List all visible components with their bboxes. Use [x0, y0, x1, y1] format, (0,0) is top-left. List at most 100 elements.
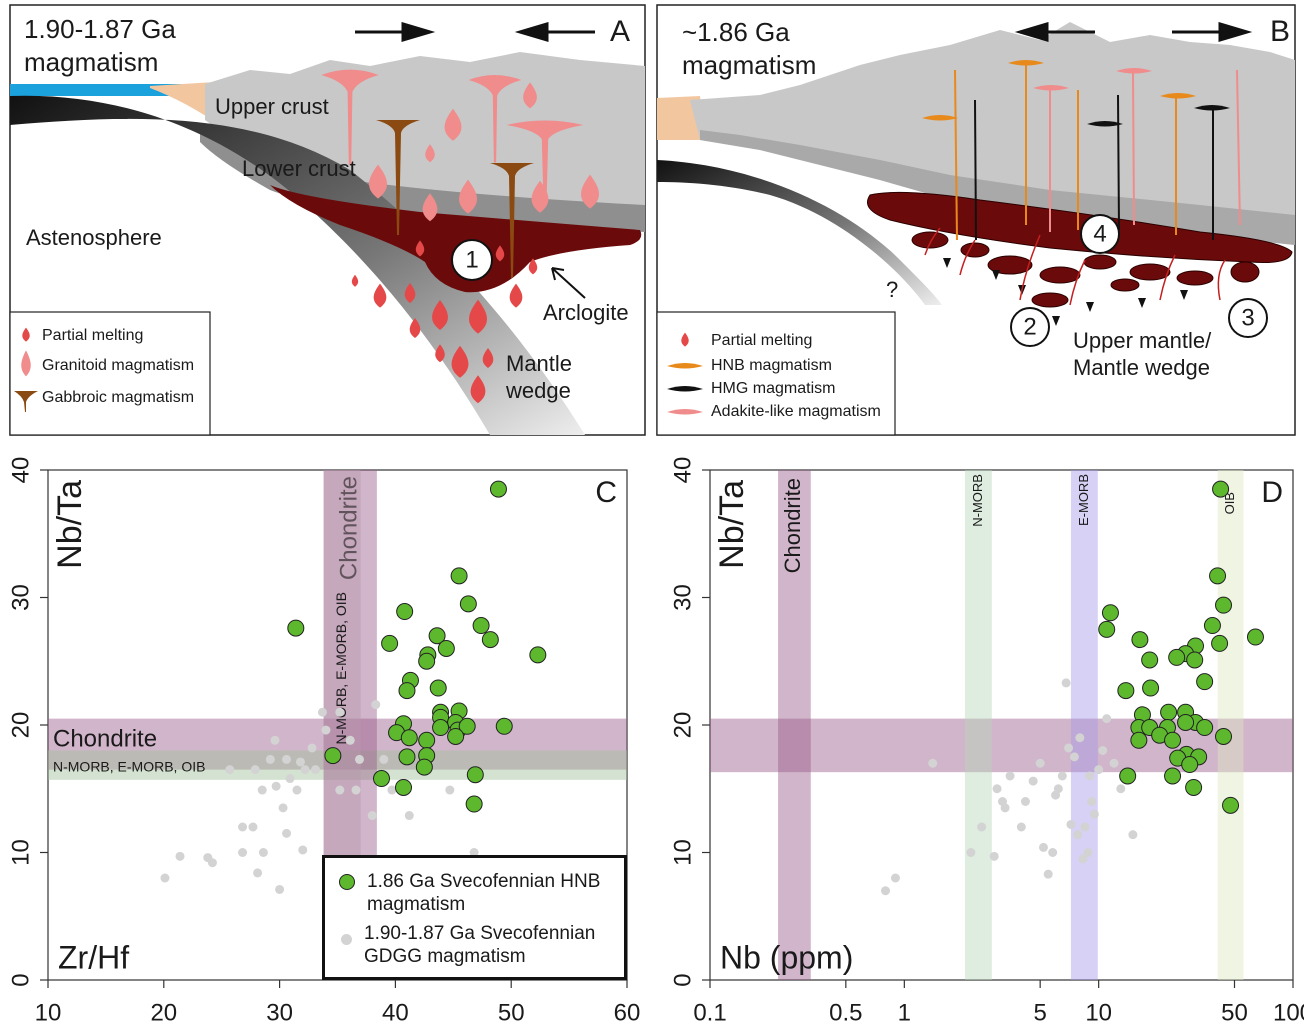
data-point [400, 729, 418, 747]
reference-band [1217, 470, 1244, 980]
panel-letter: B [1270, 15, 1290, 48]
data-point [287, 619, 305, 637]
stage-marker [1228, 298, 1268, 338]
data-point-minor [310, 765, 320, 775]
data-point [395, 778, 413, 796]
adakite-dikes [1049, 69, 1241, 232]
data-point-minor [292, 785, 302, 795]
data-point [1203, 617, 1221, 635]
data-point-minor [1098, 746, 1108, 755]
legend-box: 1.86 Ga Svecofennian HNB magmatism 1.90-1… [322, 855, 627, 980]
data-point-minor [469, 848, 479, 857]
y-tick-label: 30 [7, 584, 34, 611]
data-point-minor [1005, 771, 1015, 781]
y-tick-label: 0 [669, 973, 696, 986]
data-point [418, 731, 436, 749]
data-point [1246, 628, 1264, 646]
data-point-minor [300, 765, 310, 775]
data-point-minor [225, 765, 235, 775]
slab [657, 160, 942, 305]
reference-band [964, 470, 992, 980]
data-point [1098, 620, 1116, 638]
legend-label: 1.90-1.87 Ga Svecofennian GDGG magmatism [364, 923, 596, 967]
data-point [415, 758, 433, 776]
data-point-minor [1016, 822, 1026, 832]
data-point-minor [270, 735, 280, 745]
legend-label: Granitoid magmatism [42, 357, 194, 374]
y-axis-title: Nb/Ta [51, 480, 89, 569]
data-point [529, 646, 547, 664]
layer-label: Lower crust [242, 156, 356, 181]
data-point-minor [404, 811, 414, 821]
data-point [495, 717, 513, 735]
data-point-minor [275, 884, 285, 894]
band-label: Chondrite [53, 725, 157, 752]
x-tick-label: 60 [614, 999, 641, 1026]
stage-label: 3 [1241, 304, 1254, 331]
data-point-minor [1085, 771, 1095, 781]
panel-title: ~1.86 Ga [682, 17, 790, 47]
data-point [1181, 756, 1199, 774]
arclogite-body [270, 185, 642, 293]
legend-item: 1.90-1.87 Ga Svecofennian GDGG magmatism [339, 922, 618, 968]
data-point [1215, 596, 1233, 614]
stage-label: 1 [465, 246, 478, 273]
y-axis-title: Nb/Ta [713, 480, 751, 569]
x-tick-label: 50 [1221, 999, 1248, 1026]
data-point [429, 679, 447, 697]
layer-label: wedge [505, 378, 571, 403]
x-axis-title: Zr/Hf [58, 939, 129, 975]
legend-label: Partial melting [42, 327, 143, 344]
data-point-minor [1028, 776, 1038, 786]
legend: 1.86 Ga Svecofennian HNB magmatism 1.90-1… [322, 855, 627, 980]
data-point-minor [250, 765, 260, 775]
data-point [481, 631, 499, 649]
data-point [1186, 651, 1204, 669]
data-point [1141, 651, 1159, 669]
legend-label: Gabbroic magmatism [42, 389, 194, 406]
data-point-minor [379, 754, 389, 764]
data-point-minor [1038, 842, 1048, 852]
data-point-minor [1080, 822, 1090, 832]
data-point [1211, 634, 1229, 652]
legend-symbol [341, 934, 352, 945]
layer-label: Upper mantle/ [1073, 328, 1212, 353]
data-point-minor [298, 845, 308, 855]
stage-marker [1080, 214, 1120, 254]
data-point [1196, 719, 1214, 737]
data-point-minor [265, 754, 275, 764]
data-point-minor [1094, 765, 1104, 775]
x-tick-label: 20 [150, 999, 177, 1026]
data-point-minor [1073, 830, 1083, 840]
data-point-minor [282, 754, 292, 764]
data-point-minor [1000, 803, 1010, 813]
legend-box [9, 311, 211, 436]
data-point-minor [1061, 678, 1071, 688]
data-point-minor [1069, 752, 1079, 762]
data-point-minor [355, 754, 365, 764]
panel-title: magmatism [24, 47, 158, 77]
data-point [465, 795, 483, 813]
data-point-minor [992, 784, 1002, 794]
data-point-minor [890, 873, 900, 883]
data-point-minor [203, 853, 213, 863]
legend-box [656, 311, 896, 436]
data-point [1131, 631, 1149, 649]
x-tick-label: 40 [382, 999, 409, 1026]
data-point-minor [345, 735, 355, 745]
data-point-minor [160, 873, 170, 883]
data-point-minor [1048, 848, 1058, 857]
band-label: OIB [1222, 492, 1237, 514]
x-tick-label: 30 [266, 999, 293, 1026]
data-point-minor [1051, 790, 1061, 800]
data-point-minor [175, 851, 185, 861]
y-tick-label: 20 [669, 712, 696, 739]
layer-label: Arclogite [543, 300, 629, 325]
data-point-minor [928, 758, 938, 768]
data-point-minor [1083, 848, 1093, 857]
legend-symbol [339, 874, 355, 890]
data-point [1222, 796, 1240, 814]
data-point-minor [253, 868, 263, 878]
panel-title: magmatism [682, 50, 816, 80]
